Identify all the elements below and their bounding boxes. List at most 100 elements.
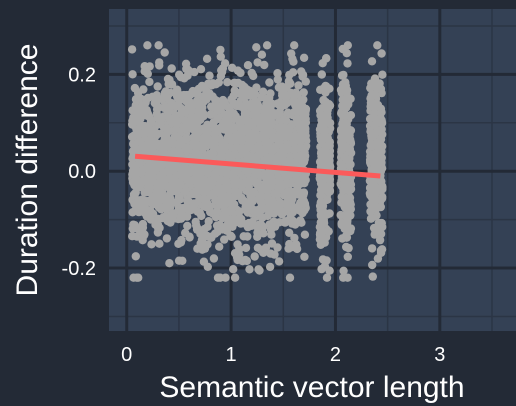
- data-point: [319, 218, 329, 228]
- data-point: [262, 143, 271, 152]
- data-point: [135, 183, 144, 192]
- data-point: [253, 112, 263, 122]
- data-point: [181, 186, 191, 196]
- data-point: [290, 91, 299, 101]
- y-tick-label: 0.2: [68, 64, 96, 86]
- data-point: [241, 243, 251, 253]
- data-point: [225, 109, 235, 118]
- data-point: [235, 245, 244, 254]
- data-point: [185, 67, 194, 76]
- data-point: [144, 208, 154, 217]
- data-point: [175, 170, 185, 179]
- data-point: [241, 255, 250, 265]
- data-point: [295, 206, 305, 215]
- data-point: [145, 187, 154, 197]
- data-point: [338, 101, 347, 111]
- data-point: [321, 88, 330, 97]
- data-point: [209, 118, 218, 127]
- data-point: [343, 273, 352, 282]
- data-point: [162, 123, 171, 133]
- data-point: [218, 64, 228, 73]
- data-point: [242, 100, 251, 109]
- data-point: [266, 89, 275, 98]
- data-point: [285, 186, 294, 195]
- data-point: [230, 200, 239, 209]
- data-point: [337, 145, 346, 154]
- data-point: [366, 83, 375, 93]
- data-point: [150, 92, 159, 102]
- data-point: [159, 148, 169, 157]
- data-point: [367, 214, 376, 223]
- data-point: [254, 265, 263, 274]
- y-axis-ticks: -0.2 0.0 0.2: [62, 64, 96, 280]
- data-point: [283, 204, 293, 213]
- data-point: [378, 185, 387, 194]
- data-point: [371, 201, 380, 211]
- data-point: [171, 111, 180, 121]
- data-point: [216, 45, 225, 55]
- data-point: [376, 153, 385, 163]
- data-point: [213, 127, 222, 136]
- y-tick-label: -0.2: [62, 258, 96, 280]
- data-point: [160, 212, 170, 222]
- data-point: [375, 166, 385, 175]
- data-point: [274, 100, 283, 109]
- data-point: [143, 41, 152, 50]
- x-tick-label: 3: [434, 344, 445, 366]
- data-point: [266, 103, 275, 112]
- data-point: [318, 201, 328, 210]
- data-point: [218, 100, 227, 109]
- data-point: [182, 212, 192, 221]
- data-point: [378, 70, 387, 79]
- data-point: [182, 166, 191, 176]
- data-point: [240, 111, 250, 120]
- data-point: [197, 182, 206, 191]
- data-point: [376, 84, 386, 94]
- data-point: [369, 158, 378, 167]
- data-point: [130, 176, 139, 186]
- data-point: [184, 102, 193, 111]
- data-point: [250, 252, 259, 261]
- data-point: [199, 194, 209, 204]
- data-point: [339, 135, 348, 144]
- data-point: [286, 79, 295, 88]
- data-point: [250, 127, 260, 137]
- data-point: [213, 106, 222, 115]
- data-point: [323, 135, 332, 144]
- data-point: [253, 58, 262, 67]
- data-point: [288, 68, 298, 77]
- data-point: [286, 169, 296, 178]
- data-point: [299, 199, 308, 209]
- data-point: [248, 194, 257, 204]
- data-point: [188, 189, 197, 199]
- data-point: [162, 234, 172, 243]
- data-point: [141, 177, 150, 186]
- data-point: [230, 86, 239, 95]
- data-point: [299, 144, 308, 154]
- data-point: [212, 207, 222, 216]
- data-point: [140, 122, 150, 131]
- data-point: [370, 103, 379, 112]
- data-point: [368, 260, 377, 270]
- data-point: [204, 217, 213, 226]
- data-point: [262, 41, 272, 50]
- data-point: [266, 249, 275, 258]
- data-point: [298, 70, 308, 80]
- data-point: [130, 191, 139, 200]
- data-point: [301, 114, 310, 124]
- data-point: [278, 91, 287, 100]
- data-point: [214, 183, 223, 193]
- data-point: [265, 78, 274, 87]
- data-point: [276, 122, 286, 132]
- data-point: [191, 217, 200, 227]
- data-point: [189, 199, 199, 208]
- data-point: [346, 126, 356, 135]
- data-point: [297, 127, 306, 136]
- data-point: [288, 219, 297, 228]
- data-point: [292, 114, 302, 124]
- data-point: [274, 257, 284, 266]
- data-point: [202, 231, 212, 241]
- data-point: [166, 174, 175, 183]
- data-point: [342, 178, 351, 188]
- data-point: [324, 141, 333, 150]
